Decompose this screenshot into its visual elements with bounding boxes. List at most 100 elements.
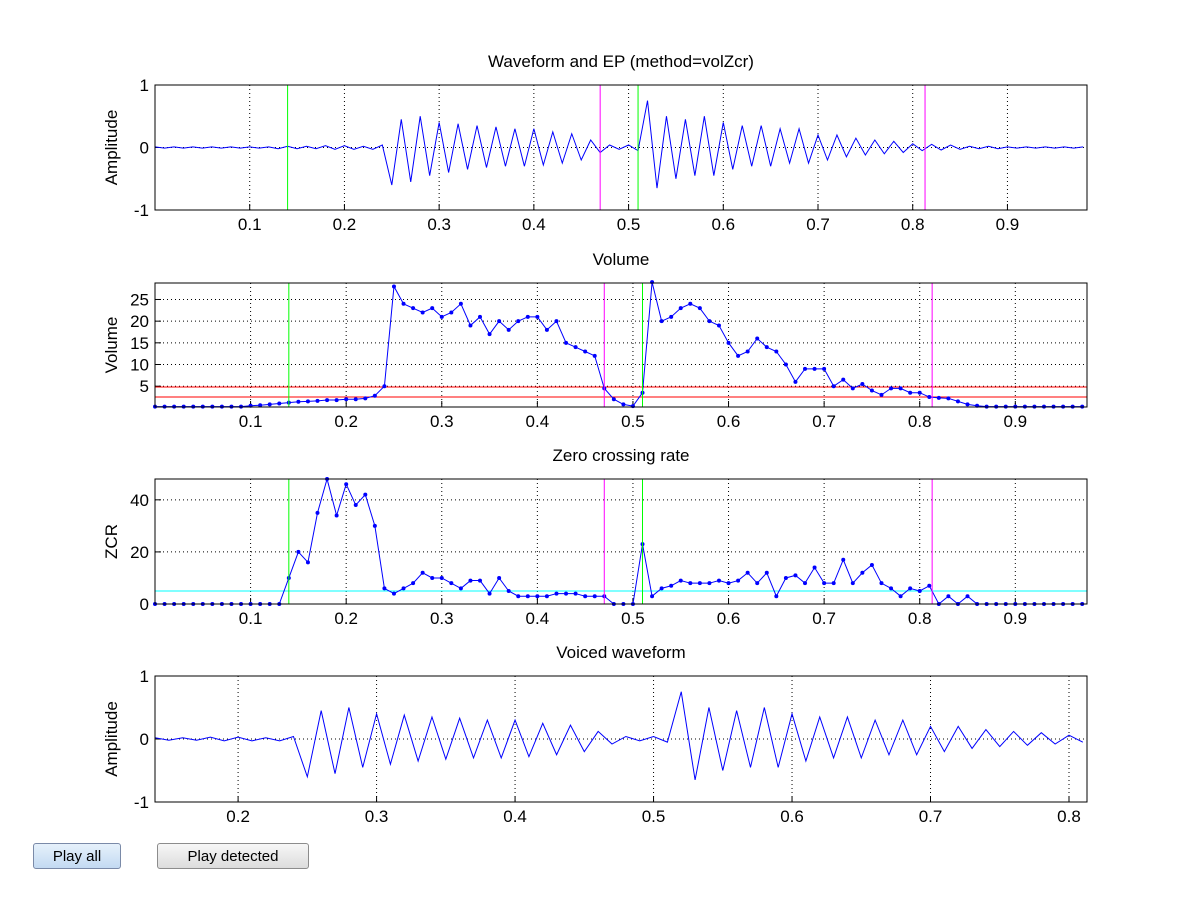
y-tick-label: 0: [140, 139, 149, 158]
data-point: [497, 319, 502, 324]
x-tick-label: 0.7: [919, 807, 943, 826]
data-point: [411, 306, 416, 311]
data-point: [955, 399, 960, 404]
x-tick-label: 0.3: [365, 807, 389, 826]
y-axis-label: ZCR: [102, 524, 121, 559]
x-tick-label: 0.3: [430, 609, 454, 628]
x-tick-label: 0.8: [1057, 807, 1081, 826]
data-point: [353, 503, 358, 508]
axes-box: [154, 84, 1088, 211]
play-detected-button[interactable]: Play detected: [157, 843, 309, 869]
data-point: [736, 578, 741, 583]
data-point: [917, 390, 922, 395]
axes-background: [155, 283, 1087, 407]
y-tick-label: 20: [130, 312, 149, 331]
data-point: [927, 583, 932, 588]
x-tick-label: 0.4: [522, 215, 546, 234]
y-tick-label: 1: [140, 76, 149, 95]
chart-title: Voiced waveform: [556, 643, 685, 662]
data-point: [267, 402, 272, 407]
data-point: [391, 284, 396, 289]
data-point: [487, 332, 492, 337]
data-point: [411, 581, 416, 586]
data-point: [573, 345, 578, 350]
data-point: [621, 402, 626, 407]
data-point: [831, 581, 836, 586]
axes-box: [154, 675, 1088, 803]
data-point: [783, 362, 788, 367]
data-point: [774, 349, 779, 354]
x-tick-label: 0.2: [226, 807, 250, 826]
data-point: [325, 398, 330, 403]
data-point: [831, 384, 836, 389]
data-point: [296, 549, 301, 554]
x-tick-label: 0.5: [621, 609, 645, 628]
data-point: [869, 562, 874, 567]
axes-box: [154, 478, 1088, 605]
data-point: [678, 578, 683, 583]
data-point: [430, 575, 435, 580]
data-point: [822, 581, 827, 586]
data-point: [363, 492, 368, 497]
data-point: [716, 323, 721, 328]
data-point: [879, 392, 884, 397]
data-point: [650, 280, 655, 285]
x-tick-label: 0.7: [812, 609, 836, 628]
x-tick-label: 0.1: [238, 215, 262, 234]
data-point: [783, 575, 788, 580]
data-point: [468, 323, 473, 328]
chart-title: Waveform and EP (method=volZcr): [488, 52, 754, 71]
data-point: [803, 581, 808, 586]
data-point: [726, 581, 731, 586]
axes-background: [155, 479, 1087, 604]
data-point: [363, 396, 368, 401]
data-point: [860, 570, 865, 575]
data-point: [803, 366, 808, 371]
data-point: [315, 510, 320, 515]
x-tick-label: 0.6: [717, 609, 741, 628]
data-point: [822, 366, 827, 371]
data-point: [506, 588, 511, 593]
data-point: [401, 586, 406, 591]
data-point: [458, 586, 463, 591]
data-point: [927, 395, 932, 400]
data-point: [525, 594, 530, 599]
data-point: [516, 319, 521, 324]
data-point: [630, 404, 635, 409]
data-point: [879, 581, 884, 586]
x-tick-label: 0.5: [621, 412, 645, 431]
play-all-button[interactable]: Play all: [33, 843, 121, 869]
data-point: [793, 573, 798, 578]
data-point: [535, 594, 540, 599]
x-tick-label: 0.2: [333, 215, 357, 234]
x-tick-label: 0.2: [334, 412, 358, 431]
data-point: [841, 557, 846, 562]
y-tick-label: 0: [140, 595, 149, 614]
data-point: [544, 327, 549, 332]
data-point: [755, 581, 760, 586]
data-point: [583, 594, 588, 599]
data-point: [669, 314, 674, 319]
x-tick-label: 0.6: [711, 215, 735, 234]
y-tick-label: 15: [130, 334, 149, 353]
x-tick-label: 0.3: [430, 412, 454, 431]
data-point: [449, 581, 454, 586]
data-point: [736, 353, 741, 358]
y-tick-label: 0: [140, 730, 149, 749]
data-point: [544, 594, 549, 599]
data-point: [258, 403, 263, 408]
y-axis-label: Volume: [102, 317, 121, 374]
data-point: [755, 336, 760, 341]
data-point: [669, 583, 674, 588]
chart-title: Zero crossing rate: [553, 446, 690, 465]
data-point: [564, 591, 569, 596]
data-point: [889, 586, 894, 591]
data-point: [478, 314, 483, 319]
data-point: [812, 565, 817, 570]
data-point: [745, 570, 750, 575]
y-tick-label: 5: [140, 377, 149, 396]
x-tick-label: 0.8: [908, 412, 932, 431]
data-point: [334, 398, 339, 403]
data-point: [908, 390, 913, 395]
